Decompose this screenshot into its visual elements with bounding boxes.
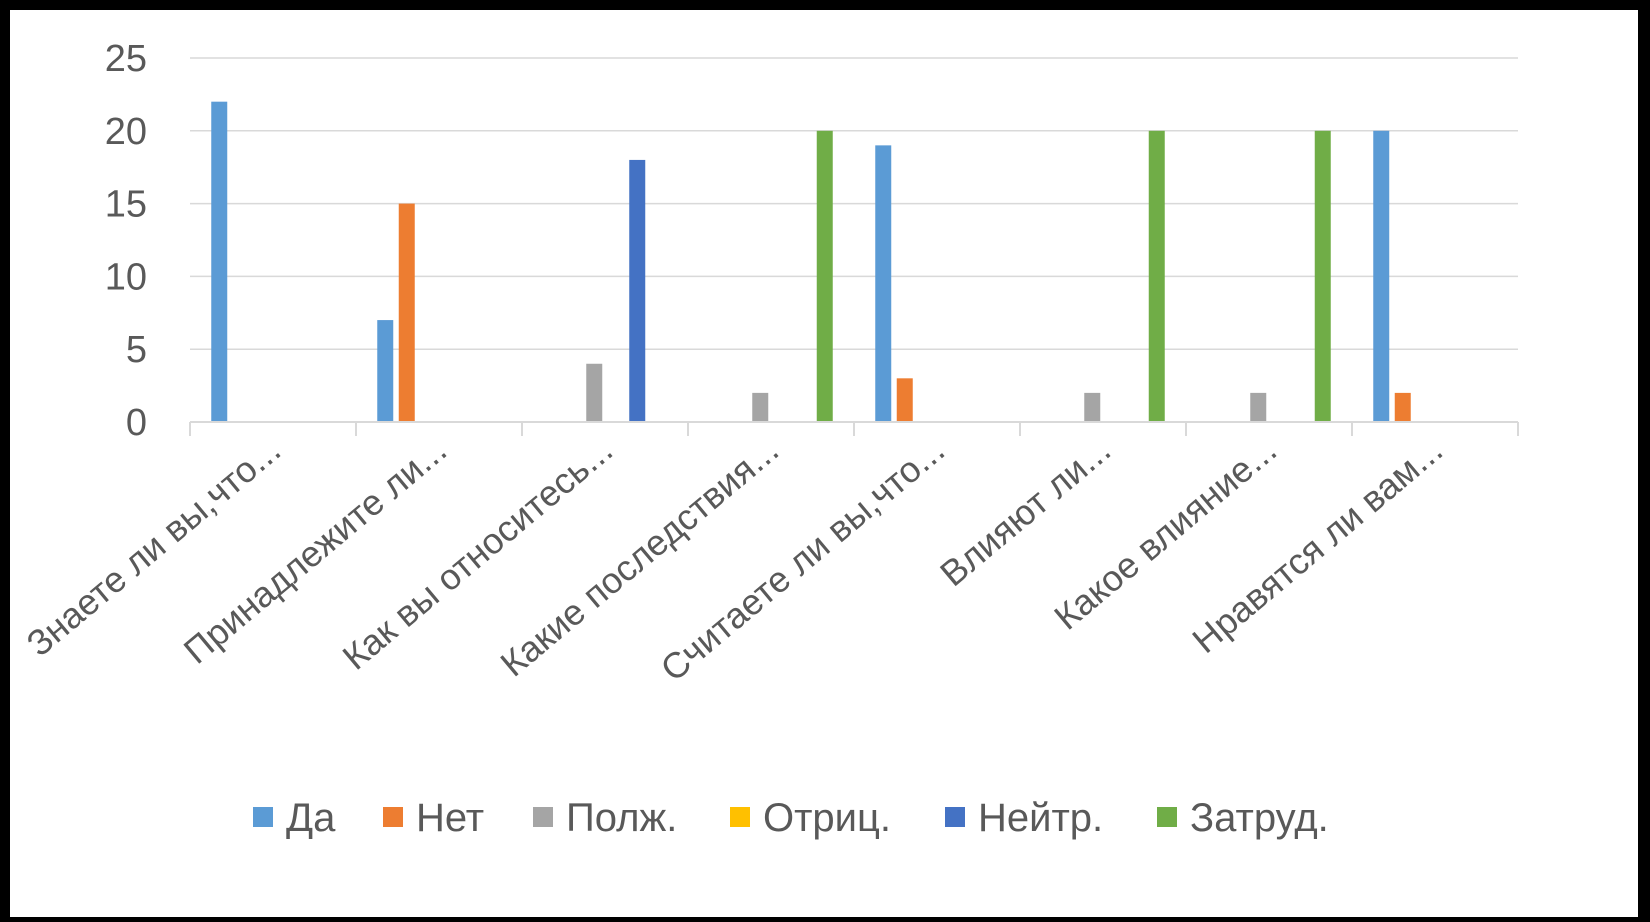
y-tick-label: 20 bbox=[105, 111, 147, 153]
legend-swatch bbox=[1157, 807, 1177, 827]
bar bbox=[398, 203, 415, 422]
legend-label: Отриц. bbox=[763, 796, 891, 840]
x-axis bbox=[189, 421, 1519, 436]
bar bbox=[1394, 392, 1411, 422]
x-category-label: Считаете ли вы,что... bbox=[653, 429, 952, 690]
bar bbox=[586, 363, 603, 422]
legend-item: Нет bbox=[383, 796, 484, 840]
bar bbox=[816, 130, 833, 423]
y-tick-label: 25 bbox=[105, 38, 147, 80]
legend-item: Полж. bbox=[533, 796, 677, 840]
y-tick-label: 0 bbox=[126, 402, 147, 444]
legend-label: Затруд. bbox=[1190, 796, 1329, 840]
legend-label: Полж. bbox=[566, 796, 677, 840]
bar bbox=[1250, 392, 1267, 422]
legend-swatch bbox=[945, 807, 965, 827]
y-tick-label: 5 bbox=[126, 329, 147, 371]
legend-swatch bbox=[730, 807, 750, 827]
bar bbox=[1148, 130, 1165, 423]
x-axis-labels: Знаете ли вы,что...Принадлежите ли...Как… bbox=[19, 429, 1451, 690]
y-axis-ticks: 0 5 10 15 20 25 bbox=[105, 38, 147, 444]
bar bbox=[1314, 130, 1331, 423]
y-tick-label: 10 bbox=[105, 256, 147, 298]
legend-item: Да bbox=[253, 796, 336, 840]
bar bbox=[752, 392, 769, 422]
bar bbox=[1084, 392, 1101, 422]
legend-item: Нейтр. bbox=[945, 796, 1103, 840]
legend-item: Отриц. bbox=[730, 796, 891, 840]
legend-item: Затруд. bbox=[1157, 796, 1329, 840]
bar bbox=[629, 159, 646, 423]
legend-label: Нет bbox=[416, 796, 484, 840]
x-category-label: Как вы относитесь... bbox=[335, 429, 621, 678]
legend-swatch bbox=[253, 807, 273, 827]
bar bbox=[1373, 130, 1390, 423]
legend-swatch bbox=[533, 807, 553, 827]
legend: Да Нет Полж. Отриц. Нейтр. Затруд. bbox=[253, 796, 1329, 840]
legend-swatch bbox=[383, 807, 403, 827]
legend-label: Да bbox=[286, 796, 336, 840]
bar bbox=[896, 378, 913, 422]
y-tick-label: 15 bbox=[105, 184, 147, 226]
bar bbox=[377, 320, 394, 422]
bar bbox=[875, 145, 892, 423]
bar bbox=[211, 101, 228, 423]
legend-label: Нейтр. bbox=[978, 796, 1103, 840]
bar-chart: 0 5 10 15 20 25 Знаете ли вы,что...Принадлежи… bbox=[19, 38, 1519, 840]
chart-panel: 0 5 10 15 20 25 Знаете ли вы,что... Принадлежи… bbox=[10, 10, 1638, 917]
x-category-label: Какие последствия... bbox=[493, 429, 787, 685]
bars bbox=[211, 101, 1411, 423]
